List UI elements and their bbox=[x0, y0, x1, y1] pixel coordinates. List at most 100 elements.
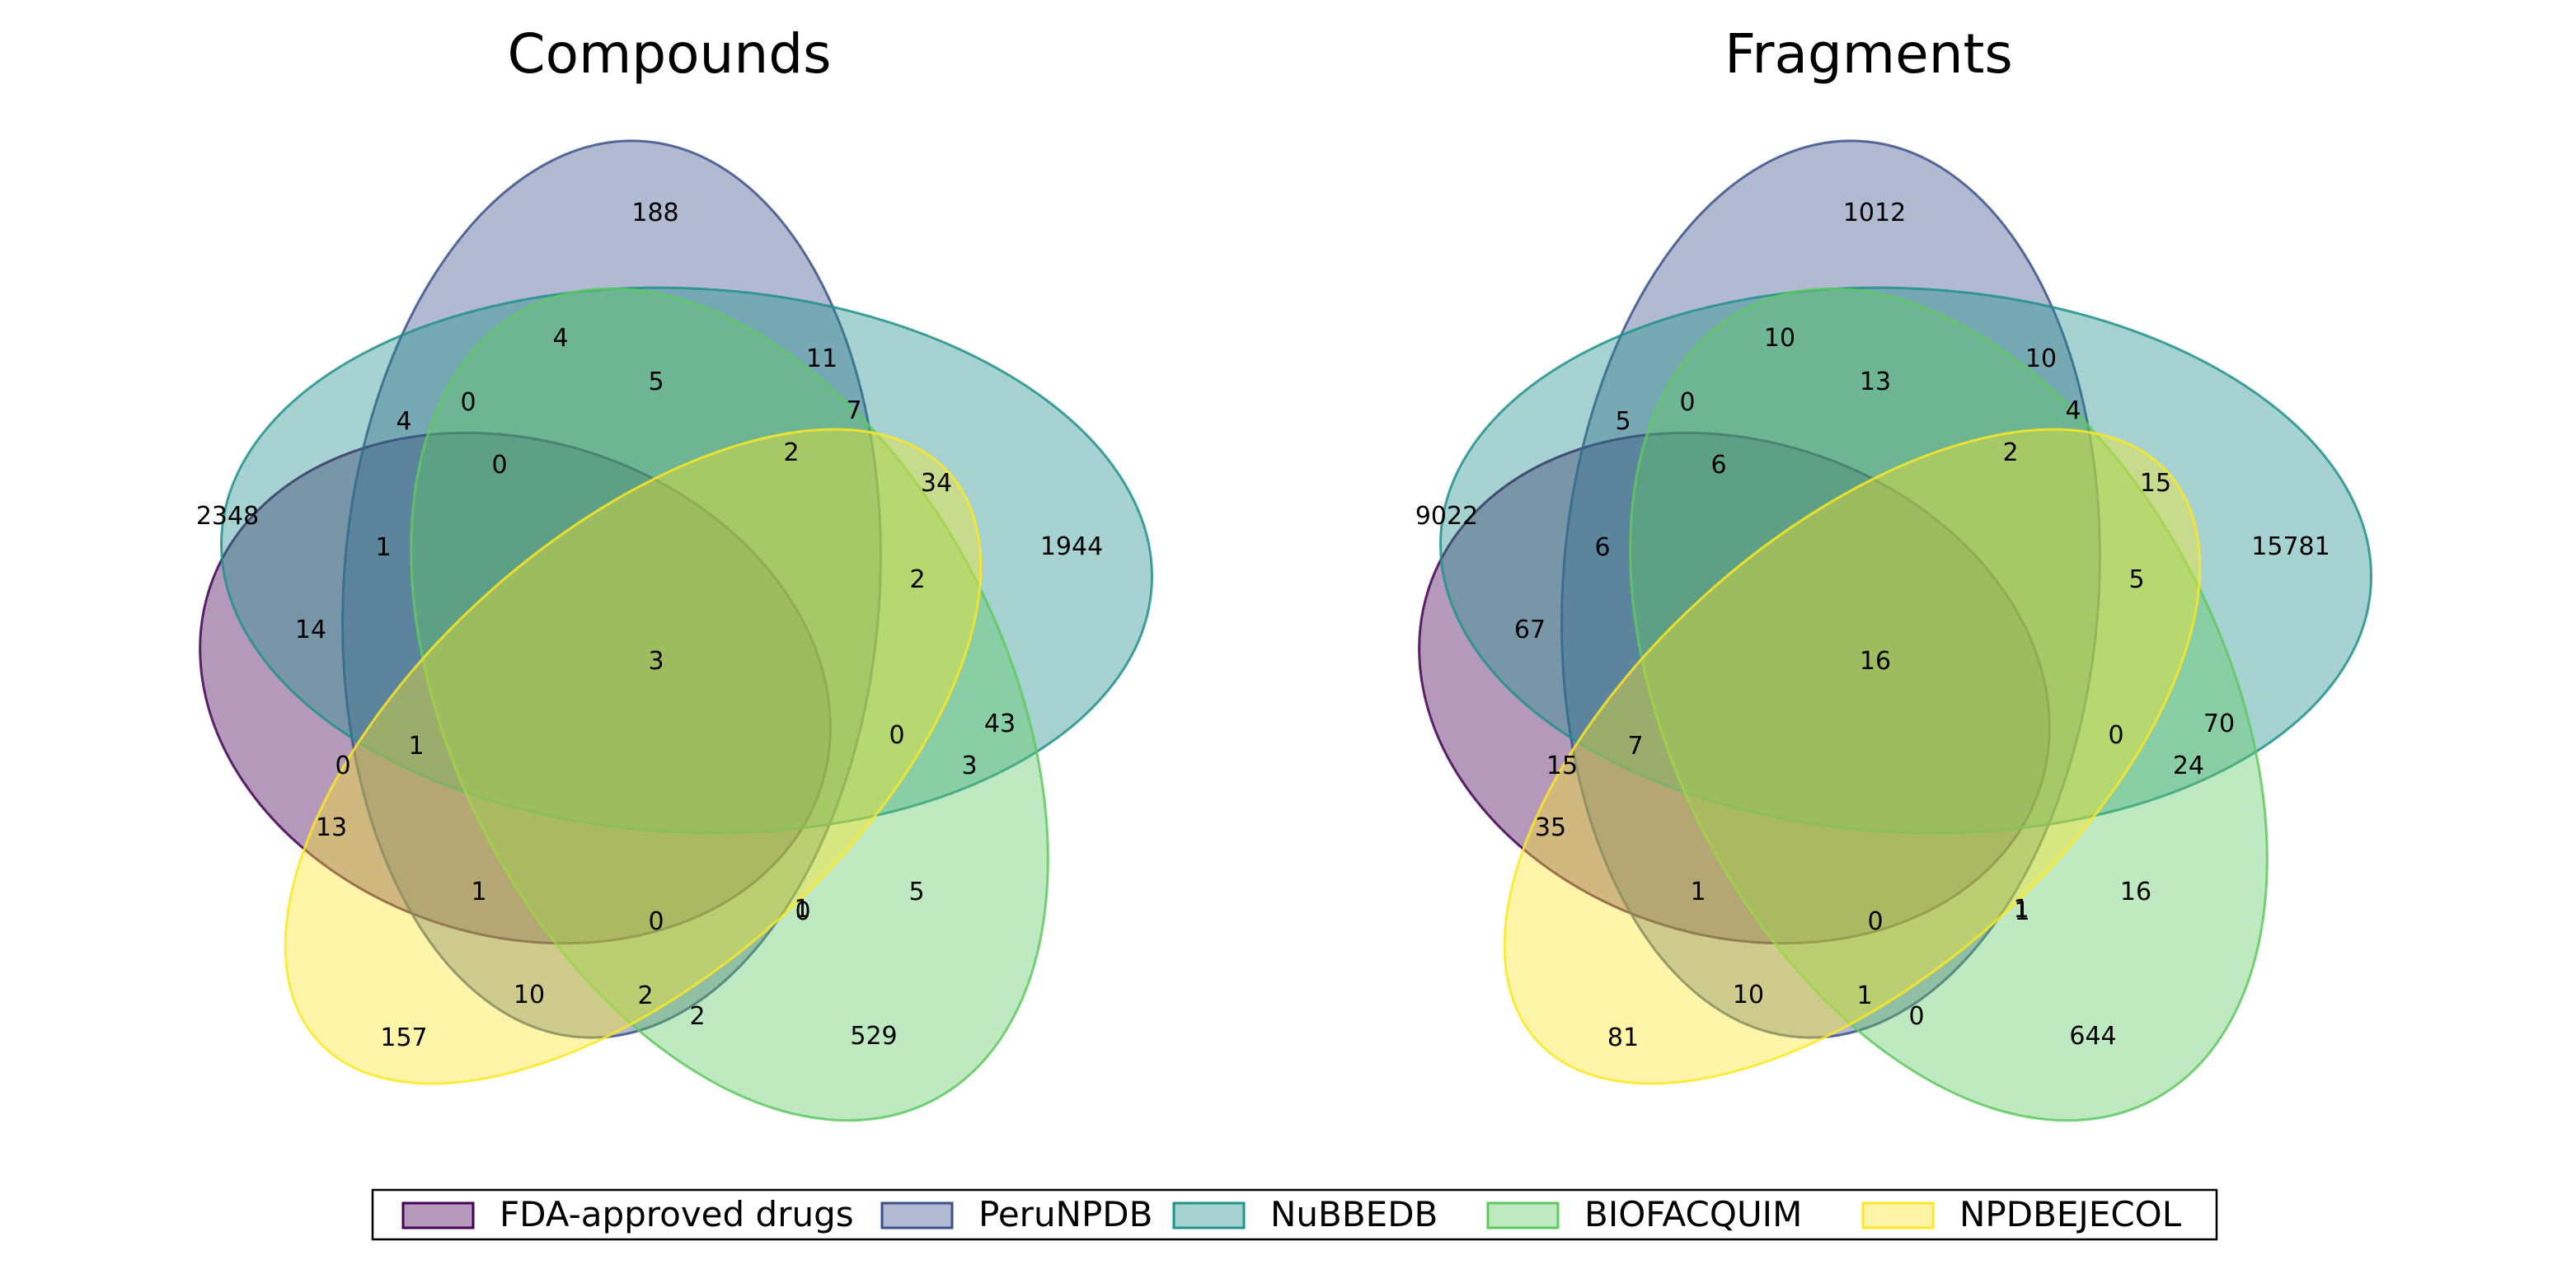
set-ellipses bbox=[199, 139, 1153, 1122]
legend-swatch bbox=[880, 1201, 954, 1229]
region-count: 157 bbox=[380, 1023, 427, 1052]
region-count: 10 bbox=[514, 981, 545, 1009]
ellipse-biofac bbox=[1629, 287, 2269, 1122]
region-count: 0 bbox=[889, 721, 904, 750]
legend-label: FDA-approved drugs bbox=[500, 1194, 854, 1234]
region-count: 2 bbox=[689, 1002, 705, 1031]
ellipse-peru bbox=[341, 139, 882, 1039]
region-count: 6 bbox=[1594, 533, 1610, 562]
region-count: 10 bbox=[1764, 324, 1795, 353]
region-labels: 9022 1012 15781 644 81 5 67 1 35 10 10 1… bbox=[1415, 199, 2330, 1052]
region-count: 644 bbox=[2069, 1022, 2116, 1051]
region-count: 0 bbox=[335, 752, 350, 780]
region-labels: 2348 188 1944 529 157 4 14 1 13 11 4 10 … bbox=[196, 199, 1103, 1052]
region-count: 15 bbox=[1546, 752, 1578, 780]
region-count: 7 bbox=[1627, 732, 1643, 761]
region-count: 4 bbox=[2065, 396, 2081, 425]
region-count: 0 bbox=[1867, 907, 1883, 936]
legend-label: PeruNPDB bbox=[978, 1194, 1152, 1234]
region-count: 6 bbox=[1710, 451, 1726, 480]
region-count: 0 bbox=[460, 388, 476, 417]
region-count: 7 bbox=[846, 396, 861, 425]
region-count: 5 bbox=[2128, 565, 2144, 594]
legend-label: NPDBEJECOL bbox=[1959, 1194, 2182, 1234]
legend-frame bbox=[371, 1188, 2218, 1241]
region-count: 2 bbox=[637, 981, 653, 1010]
region-count: 13 bbox=[1860, 368, 1891, 396]
region-count: 14 bbox=[295, 616, 326, 644]
region-count: 15781 bbox=[2251, 532, 2330, 561]
region-count: 16 bbox=[2120, 878, 2151, 906]
region-count: 1 bbox=[1690, 878, 1706, 906]
legend-swatch bbox=[1861, 1201, 1935, 1229]
region-count: 43 bbox=[984, 710, 1016, 738]
region-count: 11 bbox=[806, 344, 838, 373]
ellipse-npdb bbox=[284, 428, 983, 1085]
ellipse-nubbe bbox=[1439, 286, 2372, 835]
region-count: 2 bbox=[783, 438, 799, 467]
legend-label: BIOFACQUIM bbox=[1584, 1194, 1802, 1234]
region-count: 4 bbox=[552, 324, 568, 353]
legend: FDA-approved drugs PeruNPDB NuBBEDB BIOF… bbox=[371, 1188, 2218, 1241]
legend-swatch bbox=[401, 1201, 475, 1229]
region-count: 35 bbox=[1535, 813, 1566, 842]
region-count: 81 bbox=[1607, 1023, 1639, 1052]
ellipse-nubbe bbox=[220, 286, 1153, 835]
region-count: 0 bbox=[2108, 721, 2123, 750]
region-count: 4 bbox=[396, 407, 411, 436]
legend-swatch bbox=[1172, 1201, 1246, 1229]
region-count: 5 bbox=[908, 878, 924, 906]
region-count: 1012 bbox=[1843, 199, 1906, 227]
region-count: 188 bbox=[631, 199, 678, 227]
region-count: 0 bbox=[1908, 1002, 1924, 1031]
region-count: 1 bbox=[1856, 981, 1872, 1010]
legend-item-nubbe: NuBBEDB bbox=[1172, 1194, 1438, 1234]
region-count: 5 bbox=[1615, 407, 1631, 436]
region-count: 1 bbox=[2014, 897, 2029, 926]
region-count-center: 3 bbox=[648, 647, 664, 676]
region-count: 9022 bbox=[1415, 502, 1478, 531]
legend-label: NuBBEDB bbox=[1270, 1194, 1438, 1234]
region-count: 70 bbox=[2203, 710, 2235, 738]
region-count: 3 bbox=[961, 752, 977, 780]
region-count: 1 bbox=[408, 732, 424, 761]
ellipse-peru bbox=[1560, 139, 2101, 1039]
region-count: 10 bbox=[1733, 981, 1764, 1009]
venn-compounds: Compounds 2348 188 1944 529 157 4 14 1 1… bbox=[196, 22, 1153, 1122]
region-count: 5 bbox=[648, 368, 664, 396]
region-count-center: 16 bbox=[1860, 647, 1891, 676]
region-count: 1 bbox=[2013, 895, 2029, 924]
set-ellipses bbox=[1418, 139, 2372, 1122]
region-count: 2348 bbox=[196, 502, 259, 531]
region-count: 15 bbox=[2140, 469, 2171, 498]
region-count: 529 bbox=[850, 1022, 897, 1051]
region-count: 1 bbox=[375, 533, 391, 562]
region-count: 10 bbox=[2025, 344, 2057, 373]
panel-title-compounds: Compounds bbox=[508, 22, 832, 86]
region-count: 0 bbox=[491, 451, 507, 480]
region-count: 1944 bbox=[1040, 532, 1103, 561]
legend-item-fda: FDA-approved drugs bbox=[401, 1194, 854, 1234]
region-count: 24 bbox=[2173, 752, 2204, 780]
region-count: 0 bbox=[795, 897, 810, 926]
legend-item-biofac: BIOFACQUIM bbox=[1486, 1194, 1802, 1234]
ellipse-fda bbox=[1418, 431, 2051, 945]
region-count: 34 bbox=[921, 469, 952, 498]
ellipse-fda bbox=[199, 431, 832, 945]
region-count: 13 bbox=[316, 813, 347, 842]
venn-fragments: Fragments 9022 1012 15781 644 81 5 67 1 … bbox=[1415, 22, 2372, 1122]
region-count: 0 bbox=[648, 907, 664, 936]
legend-item-npdb: NPDBEJECOL bbox=[1861, 1194, 2182, 1234]
ellipse-biofac bbox=[410, 287, 1049, 1122]
region-count: 1 bbox=[794, 895, 809, 924]
region-count: 67 bbox=[1514, 616, 1546, 644]
region-count: 2 bbox=[2002, 438, 2018, 467]
ellipse-npdb bbox=[1503, 428, 2202, 1085]
region-count: 2 bbox=[909, 565, 925, 594]
region-count: 0 bbox=[1679, 388, 1695, 417]
legend-swatch bbox=[1486, 1201, 1560, 1229]
region-count: 1 bbox=[471, 878, 486, 906]
legend-item-peru: PeruNPDB bbox=[880, 1194, 1152, 1234]
panel-title-fragments: Fragments bbox=[1724, 22, 2013, 86]
